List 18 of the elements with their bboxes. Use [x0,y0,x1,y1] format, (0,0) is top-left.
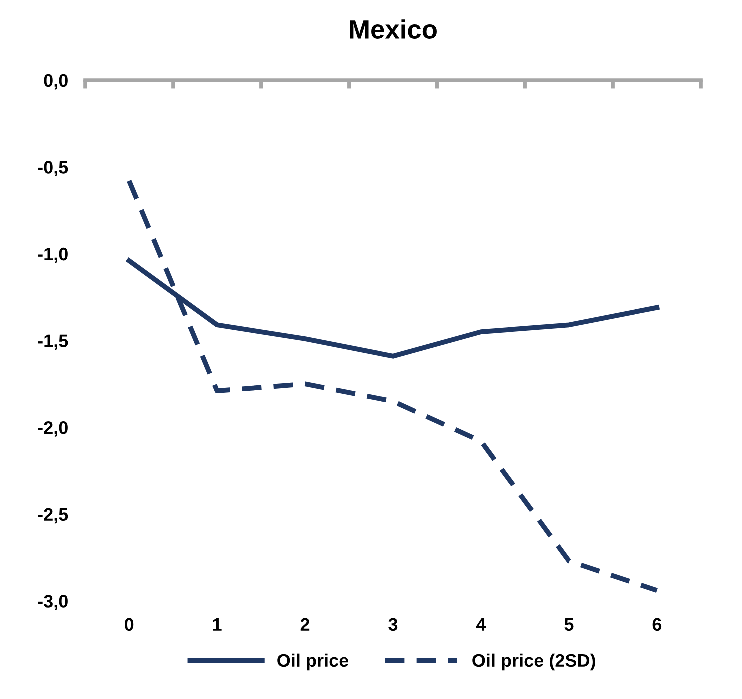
y-tick-label: -1,0 [38,248,68,264]
legend-label: Oil price [278,654,349,671]
x-tick-label: 4 [476,618,486,631]
x-tick-label: 0 [125,618,134,632]
x-tick-label: 1 [213,618,222,631]
line-series [126,178,660,594]
y-tick-label: -1,5 [38,334,68,350]
chart-title: Mexico [350,20,437,39]
y-tick-label: -2,5 [38,508,68,524]
legend-label: Oil price (2SD) [472,654,596,671]
x-tick-label: 3 [388,618,398,632]
y-tick-label: 0,0 [44,74,68,90]
y-tick-label: -0,5 [38,161,68,177]
y-tick-label: -2,0 [38,421,68,437]
x-tick-label: 2 [300,618,310,631]
x-tick-label: 6 [652,618,662,632]
x-tick-label: 5 [564,618,574,632]
y-tick-label: -3,0 [38,595,68,610]
